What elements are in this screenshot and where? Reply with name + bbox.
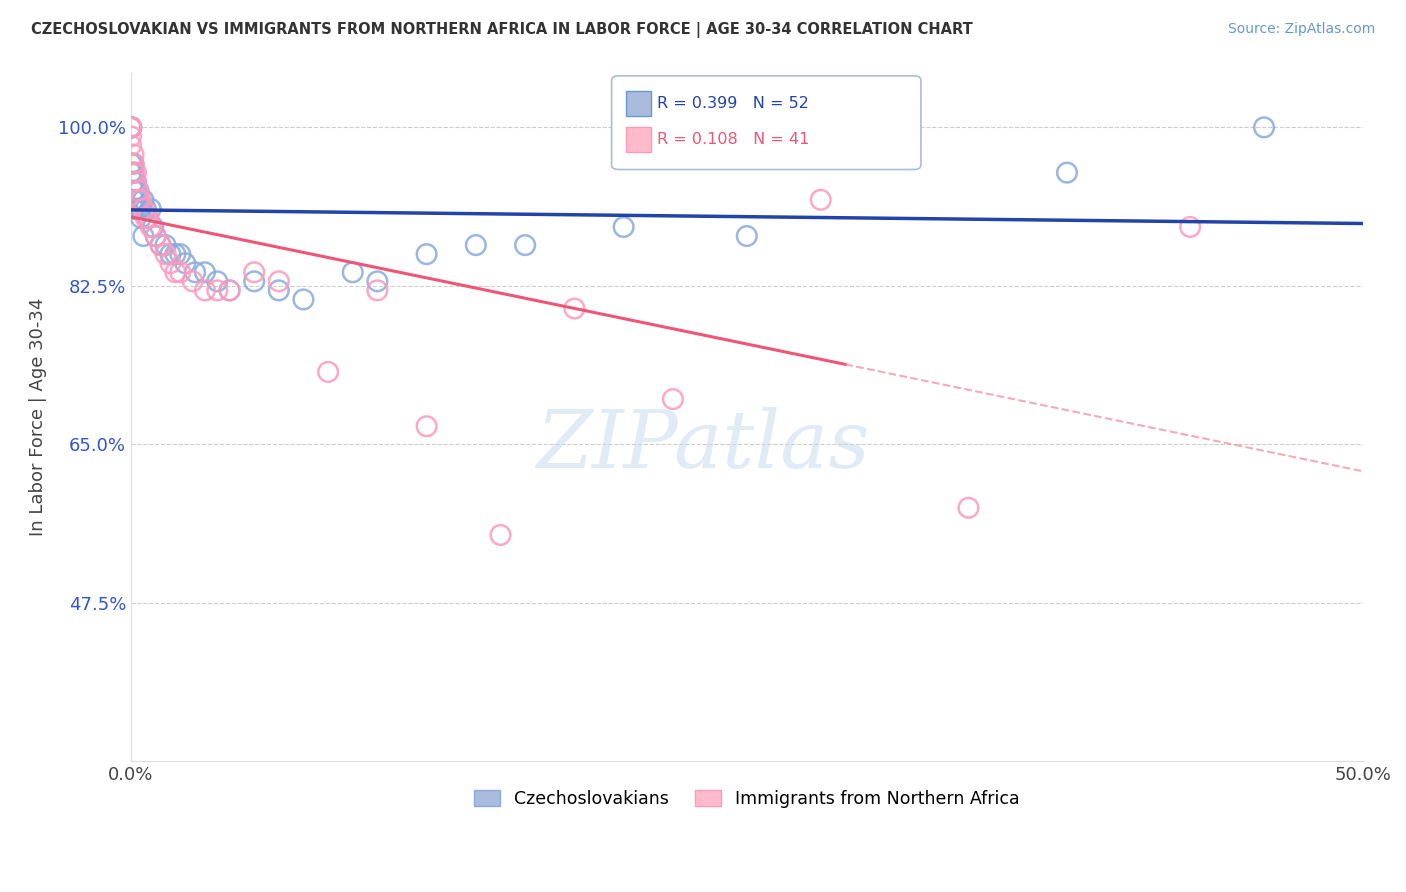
Point — [120, 120, 142, 135]
Point — [122, 156, 145, 170]
Point — [194, 265, 217, 279]
Point — [194, 284, 217, 298]
Point — [142, 219, 165, 234]
Point — [120, 156, 142, 170]
Point — [415, 247, 437, 261]
Point — [122, 202, 145, 216]
Point — [159, 256, 181, 270]
Point — [135, 211, 157, 225]
Point — [125, 175, 148, 189]
Point — [125, 184, 148, 198]
Point — [122, 156, 145, 170]
Point — [169, 247, 191, 261]
Point — [1253, 120, 1275, 135]
Point — [415, 419, 437, 434]
Point — [120, 120, 142, 135]
Text: Source: ZipAtlas.com: Source: ZipAtlas.com — [1227, 22, 1375, 37]
Point — [165, 265, 187, 279]
Point — [464, 238, 486, 252]
Point — [132, 202, 155, 216]
Point — [120, 120, 142, 135]
Point — [125, 166, 148, 180]
Point — [292, 293, 315, 307]
Point — [1056, 166, 1078, 180]
Point — [120, 166, 142, 180]
Point — [122, 166, 145, 180]
Point — [122, 166, 145, 180]
Point — [122, 147, 145, 161]
Point — [218, 284, 240, 298]
Point — [120, 120, 142, 135]
Point — [127, 202, 149, 216]
Point — [267, 284, 290, 298]
Point — [122, 193, 145, 207]
Point — [132, 229, 155, 244]
Point — [342, 265, 364, 279]
Point — [184, 265, 207, 279]
Point — [129, 211, 152, 225]
Point — [136, 211, 159, 225]
Point — [1178, 219, 1201, 234]
Point — [120, 120, 142, 135]
Point — [120, 120, 142, 135]
Point — [366, 274, 388, 288]
Point — [120, 120, 142, 135]
Point — [120, 129, 142, 144]
Point — [132, 193, 155, 207]
Point — [120, 120, 142, 135]
Point — [136, 211, 159, 225]
Point — [366, 284, 388, 298]
Point — [165, 247, 187, 261]
Point — [735, 229, 758, 244]
Point — [169, 265, 191, 279]
Point — [120, 120, 142, 135]
Point — [207, 284, 229, 298]
Point — [957, 500, 980, 515]
Point — [145, 229, 167, 244]
Point — [127, 184, 149, 198]
Point — [218, 284, 240, 298]
Point — [145, 229, 167, 244]
Point — [129, 193, 152, 207]
Point — [120, 138, 142, 153]
Point — [181, 274, 204, 288]
Point — [129, 202, 152, 216]
Point — [662, 392, 685, 406]
Point — [120, 120, 142, 135]
Point — [316, 365, 339, 379]
Point — [243, 265, 266, 279]
Point — [513, 238, 536, 252]
Y-axis label: In Labor Force | Age 30-34: In Labor Force | Age 30-34 — [30, 298, 46, 536]
Point — [149, 238, 172, 252]
Point — [564, 301, 586, 316]
Point — [139, 219, 162, 234]
Point — [139, 202, 162, 216]
Point — [155, 238, 177, 252]
Point — [120, 120, 142, 135]
Text: R = 0.108   N = 41: R = 0.108 N = 41 — [657, 132, 808, 146]
Point — [159, 247, 181, 261]
Point — [174, 256, 197, 270]
Point — [125, 202, 148, 216]
Point — [207, 274, 229, 288]
Text: ZIPatlas: ZIPatlas — [536, 408, 870, 484]
Point — [127, 184, 149, 198]
Point — [127, 193, 149, 207]
Point — [125, 175, 148, 189]
Point — [489, 528, 512, 542]
Point — [810, 193, 832, 207]
Legend: Czechoslovakians, Immigrants from Northern Africa: Czechoslovakians, Immigrants from Northe… — [467, 783, 1026, 814]
Point — [243, 274, 266, 288]
Point — [120, 120, 142, 135]
Point — [267, 274, 290, 288]
Text: R = 0.399   N = 52: R = 0.399 N = 52 — [657, 96, 808, 111]
Point — [155, 247, 177, 261]
Point — [122, 184, 145, 198]
Point — [135, 202, 157, 216]
Text: CZECHOSLOVAKIAN VS IMMIGRANTS FROM NORTHERN AFRICA IN LABOR FORCE | AGE 30-34 CO: CZECHOSLOVAKIAN VS IMMIGRANTS FROM NORTH… — [31, 22, 973, 38]
Point — [149, 238, 172, 252]
Point — [613, 219, 636, 234]
Point — [122, 175, 145, 189]
